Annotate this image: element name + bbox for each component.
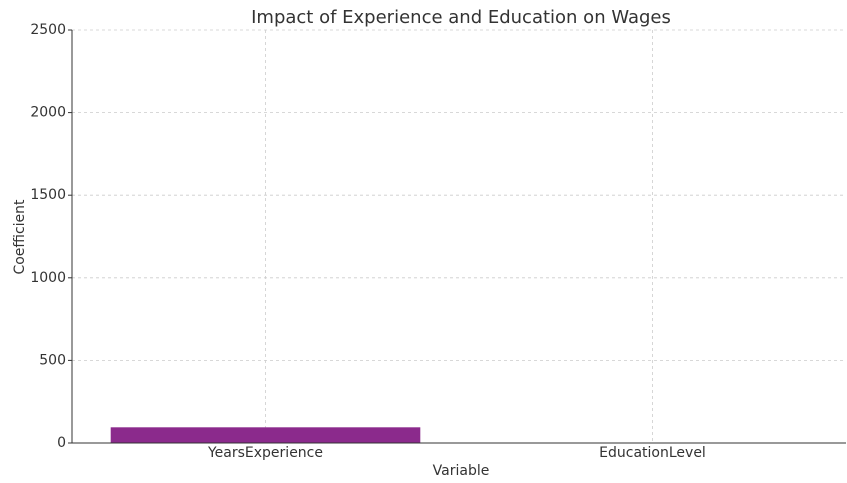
x-tick-label: YearsExperience bbox=[207, 445, 323, 461]
x-axis-label: Variable bbox=[433, 463, 490, 479]
x-tick-label: EducationLevel bbox=[599, 445, 706, 461]
y-tick-label: 1500 bbox=[30, 187, 66, 203]
y-tick-label: 2500 bbox=[30, 22, 66, 38]
y-tick-label: 1000 bbox=[30, 270, 66, 286]
y-tick-label: 2000 bbox=[30, 105, 66, 121]
y-axis-label: Coefficient bbox=[12, 199, 28, 275]
chart-title: Impact of Experience and Education on Wa… bbox=[251, 7, 671, 28]
y-tick-label: 0 bbox=[57, 435, 66, 451]
bar bbox=[110, 427, 421, 443]
y-tick-label: 500 bbox=[39, 352, 66, 368]
